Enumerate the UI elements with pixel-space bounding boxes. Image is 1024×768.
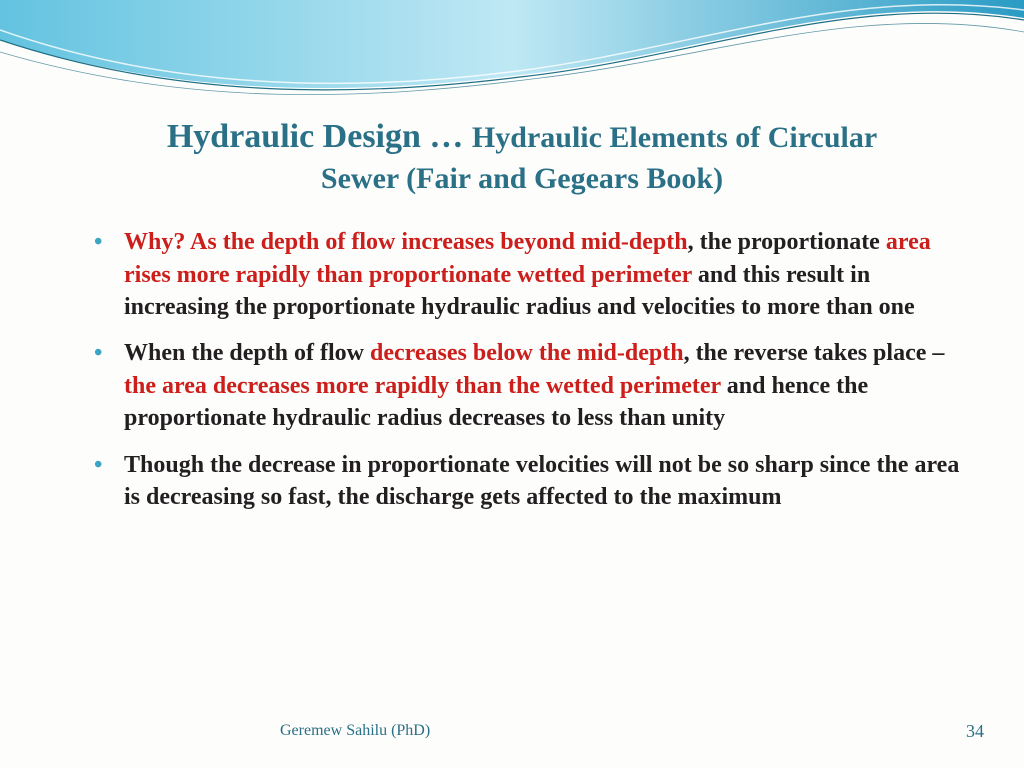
body-text: Though the decrease in proportionate vel… (124, 452, 959, 510)
footer-page-number: 34 (966, 721, 984, 742)
title-main: Hydraulic Design … (167, 118, 472, 155)
highlight-text: Why? As the depth of flow increases beyo… (124, 229, 688, 255)
slide-title: Hydraulic Design … Hydraulic Elements of… (80, 115, 964, 198)
bullet-list: Why? As the depth of flow increases beyo… (80, 226, 964, 513)
bullet-item: When the depth of flow decreases below t… (120, 337, 964, 434)
body-text: When the depth of flow (124, 340, 370, 366)
header-wave-decoration (0, 0, 1024, 130)
title-sub-2: Sewer (Fair and Gegears Book) (321, 162, 723, 195)
body-text: , the proportionate (688, 229, 886, 255)
body-text: , the reverse takes place – (684, 340, 945, 366)
highlight-text: decreases below the mid-depth (370, 340, 684, 366)
bullet-item: Though the decrease in proportionate vel… (120, 449, 964, 514)
bullet-item: Why? As the depth of flow increases beyo… (120, 226, 964, 323)
slide-content: Hydraulic Design … Hydraulic Elements of… (80, 115, 964, 527)
footer-author: Geremew Sahilu (PhD) (280, 722, 430, 740)
highlight-text: the area decreases more rapidly than the… (124, 373, 727, 399)
title-sub-1: Hydraulic Elements of Circular (472, 121, 877, 154)
